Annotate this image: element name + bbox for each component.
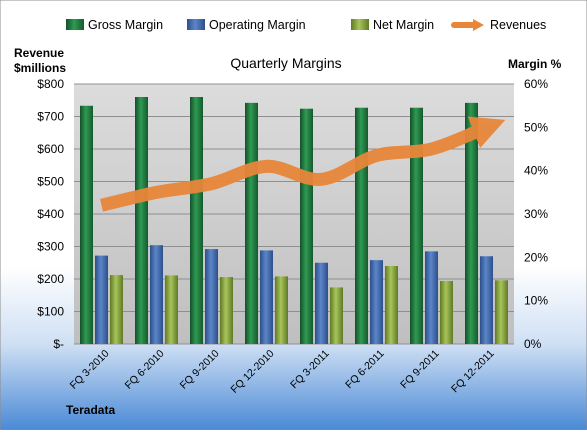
legend-swatch-gross-margin: [66, 19, 84, 30]
bar-gross-margin: [245, 102, 258, 344]
right-tick-label: 60%: [524, 77, 548, 91]
legend: Gross Margin Operating Margin Net Margin…: [66, 18, 546, 32]
bar-net-margin: [440, 280, 453, 344]
revenue-line-layer: [99, 116, 506, 212]
legend-label-gross-margin: Gross Margin: [88, 18, 163, 32]
left-tick-label: $100: [37, 305, 64, 319]
company-label: Teradata: [66, 403, 115, 417]
right-tick-label: 0%: [524, 337, 542, 351]
left-tick-label: $300: [37, 240, 64, 254]
bar-net-margin: [275, 276, 288, 344]
bar-operating-margin: [425, 251, 438, 344]
right-tick-label: 30%: [524, 207, 548, 221]
legend-swatch-operating-margin: [187, 19, 205, 30]
bar-net-margin: [495, 280, 508, 344]
bar-operating-margin: [150, 245, 163, 344]
right-tick-label: 10%: [524, 294, 548, 308]
legend-label-revenues: Revenues: [490, 18, 546, 32]
left-axis-title-line1: Revenue: [14, 46, 64, 60]
left-tick-label: $400: [37, 207, 64, 221]
right-tick-label: 20%: [524, 250, 548, 264]
bar-gross-margin: [80, 105, 93, 345]
legend-label-operating-margin: Operating Margin: [209, 18, 306, 32]
legend-arrow-icon: [473, 19, 484, 31]
bar-net-margin: [110, 275, 123, 344]
revenue-line: [99, 116, 506, 212]
bar-net-margin: [165, 275, 178, 344]
right-tick-label: 40%: [524, 164, 548, 178]
left-tick-label: $-: [53, 337, 64, 351]
bar-operating-margin: [370, 260, 383, 344]
bar-operating-margin: [480, 256, 493, 344]
bar-gross-margin: [135, 97, 148, 344]
right-axis-ticks: 0% 10% 20% 30% 40% 50% 60%: [524, 77, 548, 351]
bars: [80, 97, 508, 345]
bar-gross-margin: [465, 102, 478, 344]
bar-gross-margin: [410, 107, 423, 344]
left-tick-label: $700: [37, 110, 64, 124]
bar-gross-margin: [190, 97, 203, 344]
bar-operating-margin: [260, 250, 273, 344]
bar-net-margin: [220, 277, 233, 344]
left-tick-label: $200: [37, 272, 64, 286]
left-axis-ticks: $- $100 $200 $300 $400 $500 $600 $700 $800: [37, 77, 64, 351]
left-tick-label: $600: [37, 142, 64, 156]
bar-operating-margin: [315, 262, 328, 344]
legend-label-net-margin: Net Margin: [373, 18, 434, 32]
bar-net-margin: [330, 287, 343, 344]
right-tick-label: 50%: [524, 120, 548, 134]
left-axis-title-line2: $millions: [14, 61, 66, 75]
bar-net-margin: [385, 266, 398, 344]
left-tick-label: $800: [37, 77, 64, 91]
left-tick-label: $500: [37, 175, 64, 189]
legend-swatch-net-margin: [351, 19, 369, 30]
bar-gross-margin: [300, 108, 313, 344]
chart-title: Quarterly Margins: [230, 55, 341, 71]
right-axis-title: Margin %: [508, 57, 562, 71]
bar-operating-margin: [205, 249, 218, 344]
bar-operating-margin: [95, 255, 108, 344]
bar-gross-margin: [355, 107, 368, 344]
